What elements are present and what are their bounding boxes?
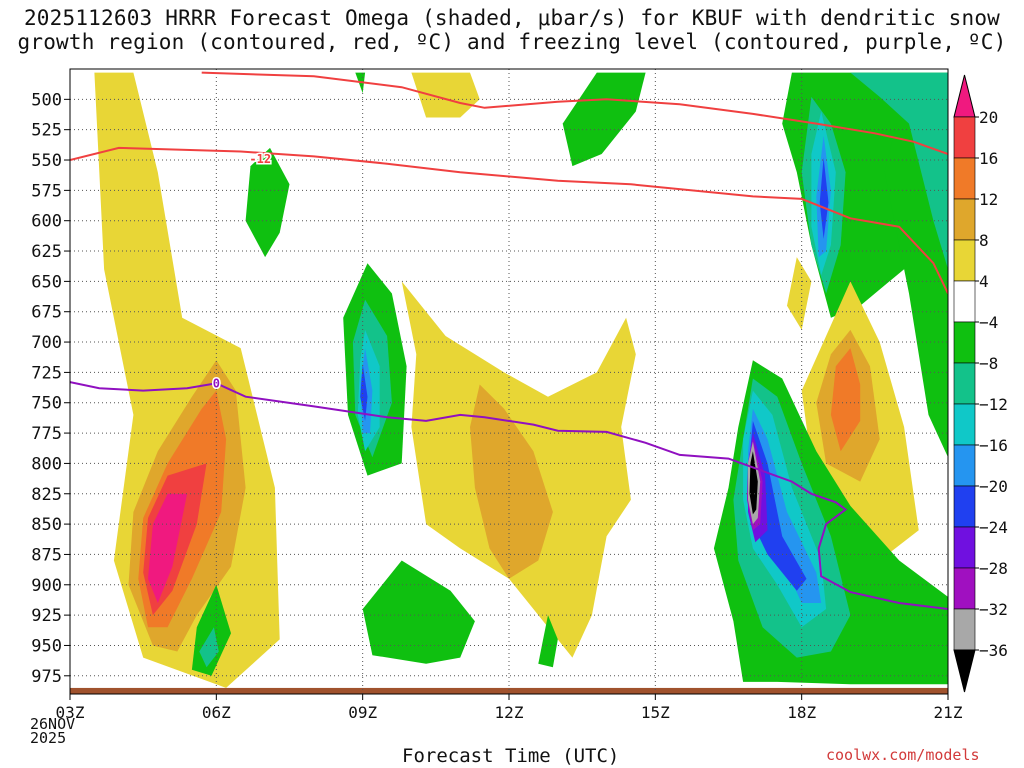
- omega-region-rise-18z-deep: [830, 348, 861, 452]
- y-tick-label-850: 850: [31, 515, 62, 535]
- omega-region-weak-rise-10z: [411, 72, 480, 118]
- colorbar-tick-label-8: −16: [979, 436, 1008, 455]
- omega-region-weak-rise-17z-small: [787, 257, 812, 330]
- y-tick-label-975: 975: [31, 667, 62, 687]
- y-tick-label-625: 625: [31, 242, 62, 262]
- colorbar-swatch-1: [953, 116, 976, 159]
- source-credit: coolwx.com/models: [826, 746, 980, 764]
- x-tick-label-18Z: 18Z: [787, 703, 816, 722]
- y-tick-label-950: 950: [31, 636, 62, 656]
- y-tick-label-575: 575: [31, 181, 62, 201]
- colorbar-tick-label-5: −4: [979, 313, 998, 332]
- omega-region-sink-11z-low: [362, 560, 475, 664]
- colorbar-swatch-4: [953, 239, 976, 282]
- dgz-contour-1: [201, 71, 948, 155]
- y-tick-label-875: 875: [31, 545, 62, 565]
- colorbar-swatch-3: [953, 198, 976, 241]
- colorbar-tick-label-0: 20: [979, 108, 998, 127]
- colorbar-tick-label-10: −24: [979, 518, 1008, 537]
- colorbar-tick-label-1: 16: [979, 149, 998, 168]
- y-tick-label-775: 775: [31, 424, 62, 444]
- x-tick-label-09Z: 09Z: [348, 703, 377, 722]
- colorbar-tick-label-11: −28: [979, 559, 1008, 578]
- y-tick-label-500: 500: [31, 90, 62, 110]
- colorbar-swatch-9: [953, 444, 976, 487]
- x-tick-label-06Z: 06Z: [202, 703, 231, 722]
- freezing-level-label: 0: [213, 376, 220, 390]
- colorbar-tick-label-2: 12: [979, 190, 998, 209]
- colorbar-swatch-8: [953, 403, 976, 446]
- y-tick-label-650: 650: [31, 272, 62, 292]
- axes: 500 525 550 575 600 625 650 675 700 725 750 775 800 8…: [31, 68, 963, 722]
- colorbar-tick-label-9: −20: [979, 477, 1008, 496]
- y-tick-label-900: 900: [31, 576, 62, 596]
- colorbar-swatch-12: [953, 567, 976, 610]
- colorbar-top-arrow: [953, 74, 976, 118]
- y-tick-label-700: 700: [31, 333, 62, 353]
- omega-region-sink-13z-upper: [562, 72, 646, 167]
- y-tick-label-825: 825: [31, 485, 62, 505]
- colorbar-swatch-10: [953, 485, 976, 528]
- omega-region-rise-06z-max: [148, 493, 188, 603]
- freezing-level-contour: [70, 381, 948, 610]
- y-tick-label-925: 925: [31, 606, 62, 626]
- chart-title-line1: 2025112603 HRRR Forecast Omega (shaded, …: [23, 6, 1001, 30]
- x-tick-label-12Z: 12Z: [495, 703, 524, 722]
- colorbar-tick-label-3: 8: [979, 231, 989, 250]
- colorbar-bottom-arrow: [953, 649, 976, 693]
- y-tick-label-750: 750: [31, 394, 62, 414]
- colorbar-swatch-2: [953, 157, 976, 200]
- y-tick-label-600: 600: [31, 212, 62, 232]
- grid: [70, 69, 948, 694]
- y-tick-label-525: 525: [31, 121, 62, 141]
- colorbar-swatch-6: [953, 321, 976, 364]
- y-tick-label-800: 800: [31, 454, 62, 474]
- omega-region-sink-09z-core: [360, 363, 368, 421]
- x-tick-label-21Z: 21Z: [934, 703, 963, 722]
- colorbar-tick-label-12: −32: [979, 600, 1008, 619]
- terrain-strip: [70, 687, 948, 694]
- dgz-contour-label: -12: [249, 152, 271, 166]
- x-tick-label-15Z: 15Z: [641, 703, 670, 722]
- colorbar-swatch-7: [953, 362, 976, 405]
- date-label-year: 2025: [30, 729, 67, 747]
- dgz-contour-0: [70, 146, 948, 294]
- colorbar-tick-label-6: −8: [979, 354, 998, 373]
- date-label-day: 26NOV: [30, 715, 76, 733]
- omega-region-sink-18z-upper-core: [819, 157, 829, 239]
- y-tick-label-550: 550: [31, 151, 62, 171]
- omega-region-sink-east-teal: [850, 72, 948, 270]
- colorbar-tick-label-4: 4: [979, 272, 989, 291]
- chart-title-line2: growth region (contoured, red, ºC) and f…: [17, 30, 1007, 54]
- omega-region-sink-small-595: [245, 147, 290, 258]
- y-tick-label-675: 675: [31, 303, 62, 323]
- colorbar-tick-label-7: −12: [979, 395, 1008, 414]
- contour-lines: -12 0: [70, 71, 948, 610]
- omega-region-sink-13z-small: [538, 615, 558, 668]
- colorbar-swatch-5: [953, 280, 976, 323]
- y-tick-label-725: 725: [31, 363, 62, 383]
- colorbar-swatch-11: [953, 526, 976, 569]
- omega-region-sink-06z-low-core: [199, 627, 219, 668]
- colorbar-swatch-13: [953, 608, 976, 651]
- colorbar: 20 16 12 8 4 −4 −8 −12 −16 −20 −24 −28 −32 −36: [953, 74, 1008, 693]
- x-axis-title: Forecast Time (UTC): [402, 745, 620, 767]
- x-tick-label-03Z: 03Z: [56, 703, 85, 722]
- colorbar-tick-label-13: −36: [979, 641, 1008, 660]
